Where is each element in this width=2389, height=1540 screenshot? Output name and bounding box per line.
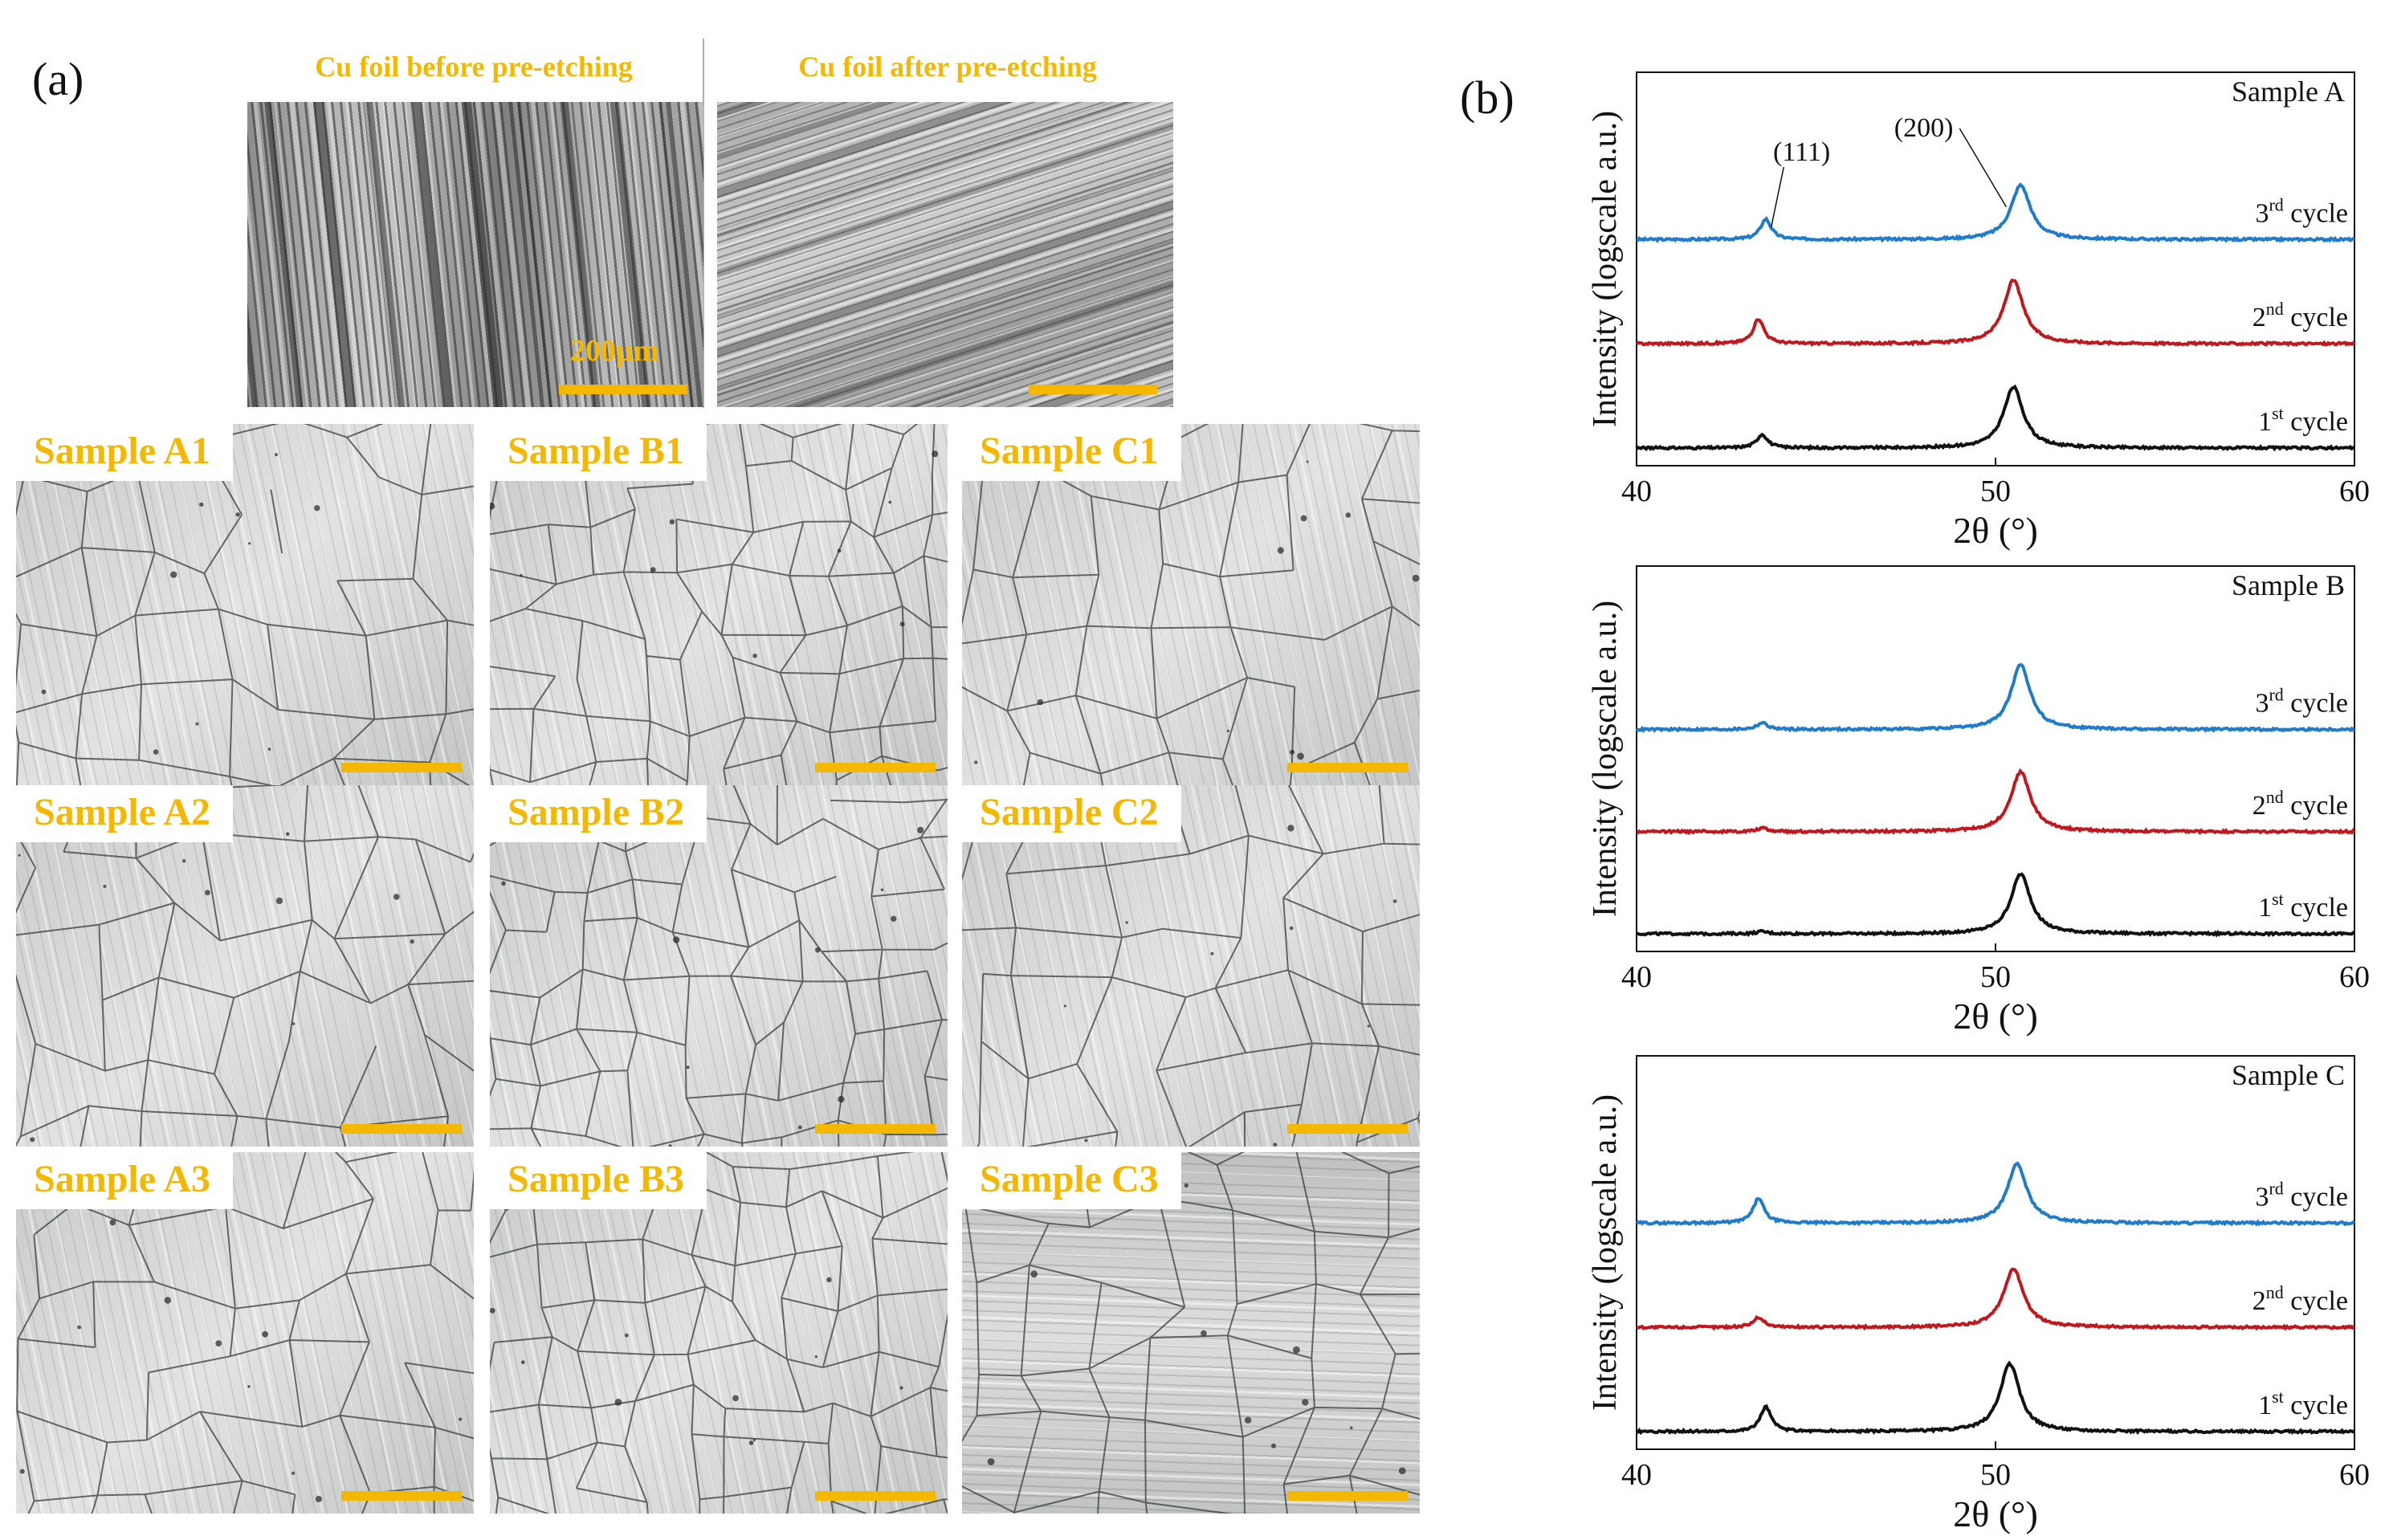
x-tick-label: 60 (2339, 1458, 2370, 1492)
grain-boundaries (962, 1152, 1420, 1514)
plot-frame (1636, 1055, 2355, 1450)
scale-bar-label: 200μm (570, 334, 659, 368)
micrograph-tile: Sample C3 (962, 1152, 1420, 1514)
x-tick-label: 40 (1621, 960, 1652, 994)
sample-label: Sample C1 (962, 424, 1181, 481)
micrograph-tile: Sample A3 (16, 1152, 474, 1514)
sample-label: Sample C2 (962, 785, 1181, 842)
y-axis-label: Intensity (logscale a.u.) (1587, 111, 1624, 427)
plot-frame (1636, 565, 2355, 952)
micrograph-tile: Sample C1 (962, 424, 1420, 785)
x-tick-label: 60 (2339, 960, 2370, 994)
foil-before-title: Cu foil before pre-etching (315, 51, 633, 83)
micrograph-tile: Sample B1 (490, 424, 948, 785)
x-tick-label: 60 (2339, 475, 2370, 508)
foil-before-image: 200μm (247, 102, 703, 407)
series-label: 3rd cycle (2255, 685, 2348, 719)
grain-boundaries (962, 424, 1420, 785)
sample-label: Sample A3 (16, 1152, 234, 1209)
sample-label: Sample B3 (490, 1152, 707, 1209)
series-line (1636, 872, 2355, 938)
micrograph-tile: Sample B2 (490, 785, 948, 1147)
series-label: 2nd cycle (2252, 787, 2348, 821)
series-label: 1st cycle (2258, 889, 2348, 923)
sample-label: Sample A2 (16, 785, 234, 842)
series-line (1636, 1267, 2355, 1331)
sample-label: Sample B2 (490, 785, 707, 842)
scale-bar (815, 763, 936, 772)
scale-bar (1287, 763, 1408, 772)
x-axis-label: 2θ (°) (1953, 510, 2038, 551)
micrograph-tile: Sample B3 (490, 1152, 948, 1514)
foil-after-title: Cu foil after pre-etching (798, 51, 1097, 83)
series-line (1635, 663, 2355, 734)
series-label: 2nd cycle (2252, 1282, 2348, 1316)
micrograph-tile: Sample A2 (16, 785, 474, 1147)
series-label: 2nd cycle (2252, 299, 2348, 332)
x-axis-label: 2θ (°) (1953, 996, 2038, 1037)
y-axis-label: Intensity (logscale a.u.) (1587, 601, 1624, 917)
series-label: 1st cycle (2258, 403, 2348, 437)
series-label: 3rd cycle (2255, 194, 2348, 228)
x-tick-label: 50 (1980, 1458, 2011, 1492)
peak-annotation: (200) (1894, 113, 1954, 143)
grain-boundaries (490, 785, 948, 1147)
series-line (1635, 1161, 2356, 1227)
scale-bar (1287, 1124, 1408, 1134)
x-tick-label: 40 (1621, 1458, 1652, 1492)
scale-bar (1029, 385, 1157, 394)
scale-bar (1287, 1491, 1408, 1501)
scale-bar (815, 1491, 936, 1501)
foil-divider (703, 39, 704, 408)
series-line (1636, 182, 2355, 243)
grain-boundaries (16, 785, 474, 1147)
x-axis-label: 2θ (°) (1953, 1493, 2038, 1534)
xrd-chart-sample-b: 40 50 60 2θ (°) Intensity (logscale a.u.) Sam… (1587, 565, 2370, 1037)
x-tick-label: 50 (1980, 475, 2011, 508)
series-line (1636, 768, 2356, 836)
micrograph-tile: Sample C2 (962, 785, 1420, 1147)
x-tick-label: 50 (1980, 960, 2011, 994)
series-label: 3rd cycle (2255, 1178, 2348, 1212)
peak-annotation: (111) (1773, 137, 1830, 167)
xrd-chart-sample-a: 40 50 60 2θ (°) Intensity (logscale a.u.) Sam… (1587, 71, 2370, 551)
scale-bar (341, 1491, 462, 1501)
scale-bar (341, 1124, 462, 1134)
series-line (1636, 1360, 2356, 1436)
scale-bar (341, 763, 462, 772)
grain-boundaries (16, 424, 474, 785)
panel-a-label: (a) (32, 53, 84, 105)
micrograph-tile: Sample A1 (16, 424, 474, 785)
xrd-chart-sample-c: 40 50 60 2θ (°) Intensity (logscale a.u.) Sam… (1587, 1055, 2370, 1534)
chart-title: Sample C (2232, 1059, 2345, 1091)
sample-label: Sample C3 (962, 1152, 1181, 1209)
series-line (1635, 278, 2356, 348)
foil-after-image (717, 102, 1173, 407)
x-tick-label: 40 (1621, 475, 1652, 508)
panel-b-label: (b) (1460, 71, 1515, 124)
chart-title: Sample A (2232, 75, 2345, 108)
y-axis-label: Intensity (logscale a.u.) (1587, 1094, 1624, 1411)
scale-bar (559, 385, 687, 394)
plot-frame (1636, 71, 2355, 466)
chart-title: Sample B (2232, 569, 2345, 601)
sample-label: Sample B1 (490, 424, 707, 481)
series-line (1635, 384, 2356, 452)
grain-boundaries (490, 424, 948, 785)
scale-bar (815, 1124, 936, 1134)
series-label: 1st cycle (2258, 1387, 2348, 1420)
sample-label: Sample A1 (16, 424, 234, 481)
